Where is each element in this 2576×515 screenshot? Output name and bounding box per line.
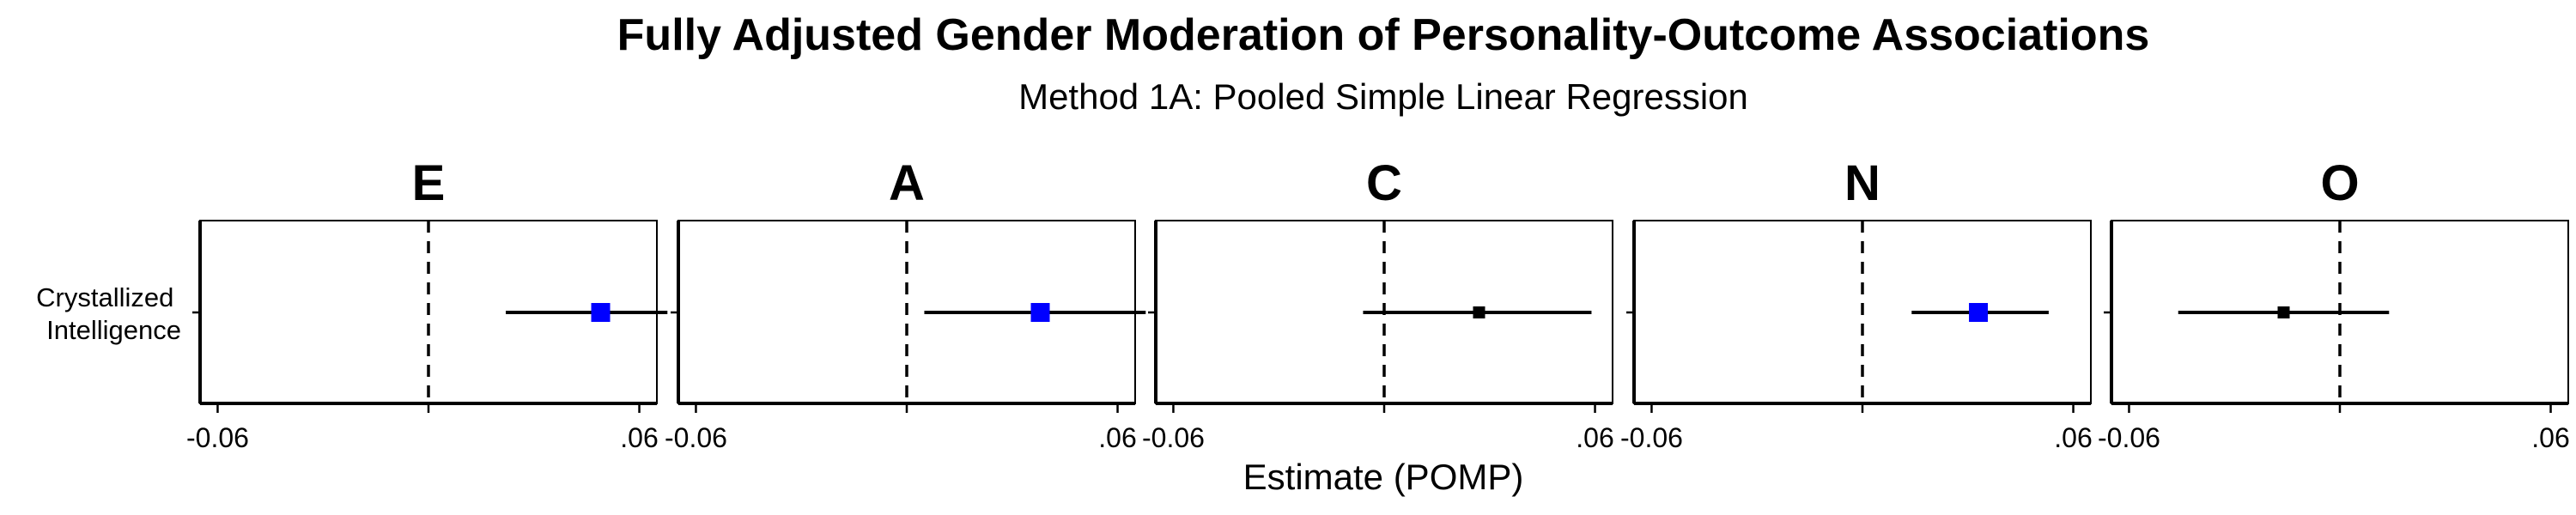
point-estimate-n <box>1969 303 1989 322</box>
x-tick-label-c-2: .06 <box>1576 422 1613 453</box>
panels: E-0.06.06A-0.06.06C-0.06.06N-0.06.06O-0.… <box>186 155 2570 453</box>
row-label: Crystallized Intelligence <box>36 282 181 345</box>
x-tick-label-e-0: -0.06 <box>186 422 249 453</box>
facet-label-o: O <box>2320 155 2359 211</box>
facet-label-n: N <box>1844 155 1880 211</box>
x-tick-label-a-0: -0.06 <box>665 422 727 453</box>
point-estimate-e <box>591 303 611 322</box>
chart-subtitle: Method 1A: Pooled Simple Linear Regressi… <box>1018 76 1748 117</box>
x-tick-label-n-0: -0.06 <box>1620 422 1683 453</box>
facet-label-c: C <box>1366 155 1402 211</box>
point-estimate-a <box>1030 303 1050 322</box>
x-tick-label-c-0: -0.06 <box>1142 422 1205 453</box>
facet-label-e: E <box>412 155 446 211</box>
x-tick-label-o-2: .06 <box>2531 422 2569 453</box>
x-tick-label-n-2: .06 <box>2054 422 2092 453</box>
row-label-line-1: Crystallized <box>36 282 173 312</box>
x-tick-label-o-0: -0.06 <box>2098 422 2160 453</box>
x-tick-label-e-2: .06 <box>620 422 658 453</box>
facet-label-a: A <box>889 155 925 211</box>
x-axis-label: Estimate (POMP) <box>1243 457 1524 497</box>
x-tick-label-a-2: .06 <box>1098 422 1136 453</box>
point-estimate-c <box>1473 306 1485 318</box>
point-estimate-o <box>2277 306 2290 318</box>
chart-title: Fully Adjusted Gender Moderation of Pers… <box>617 10 2150 60</box>
row-label-line-2: Intelligence <box>46 315 181 345</box>
